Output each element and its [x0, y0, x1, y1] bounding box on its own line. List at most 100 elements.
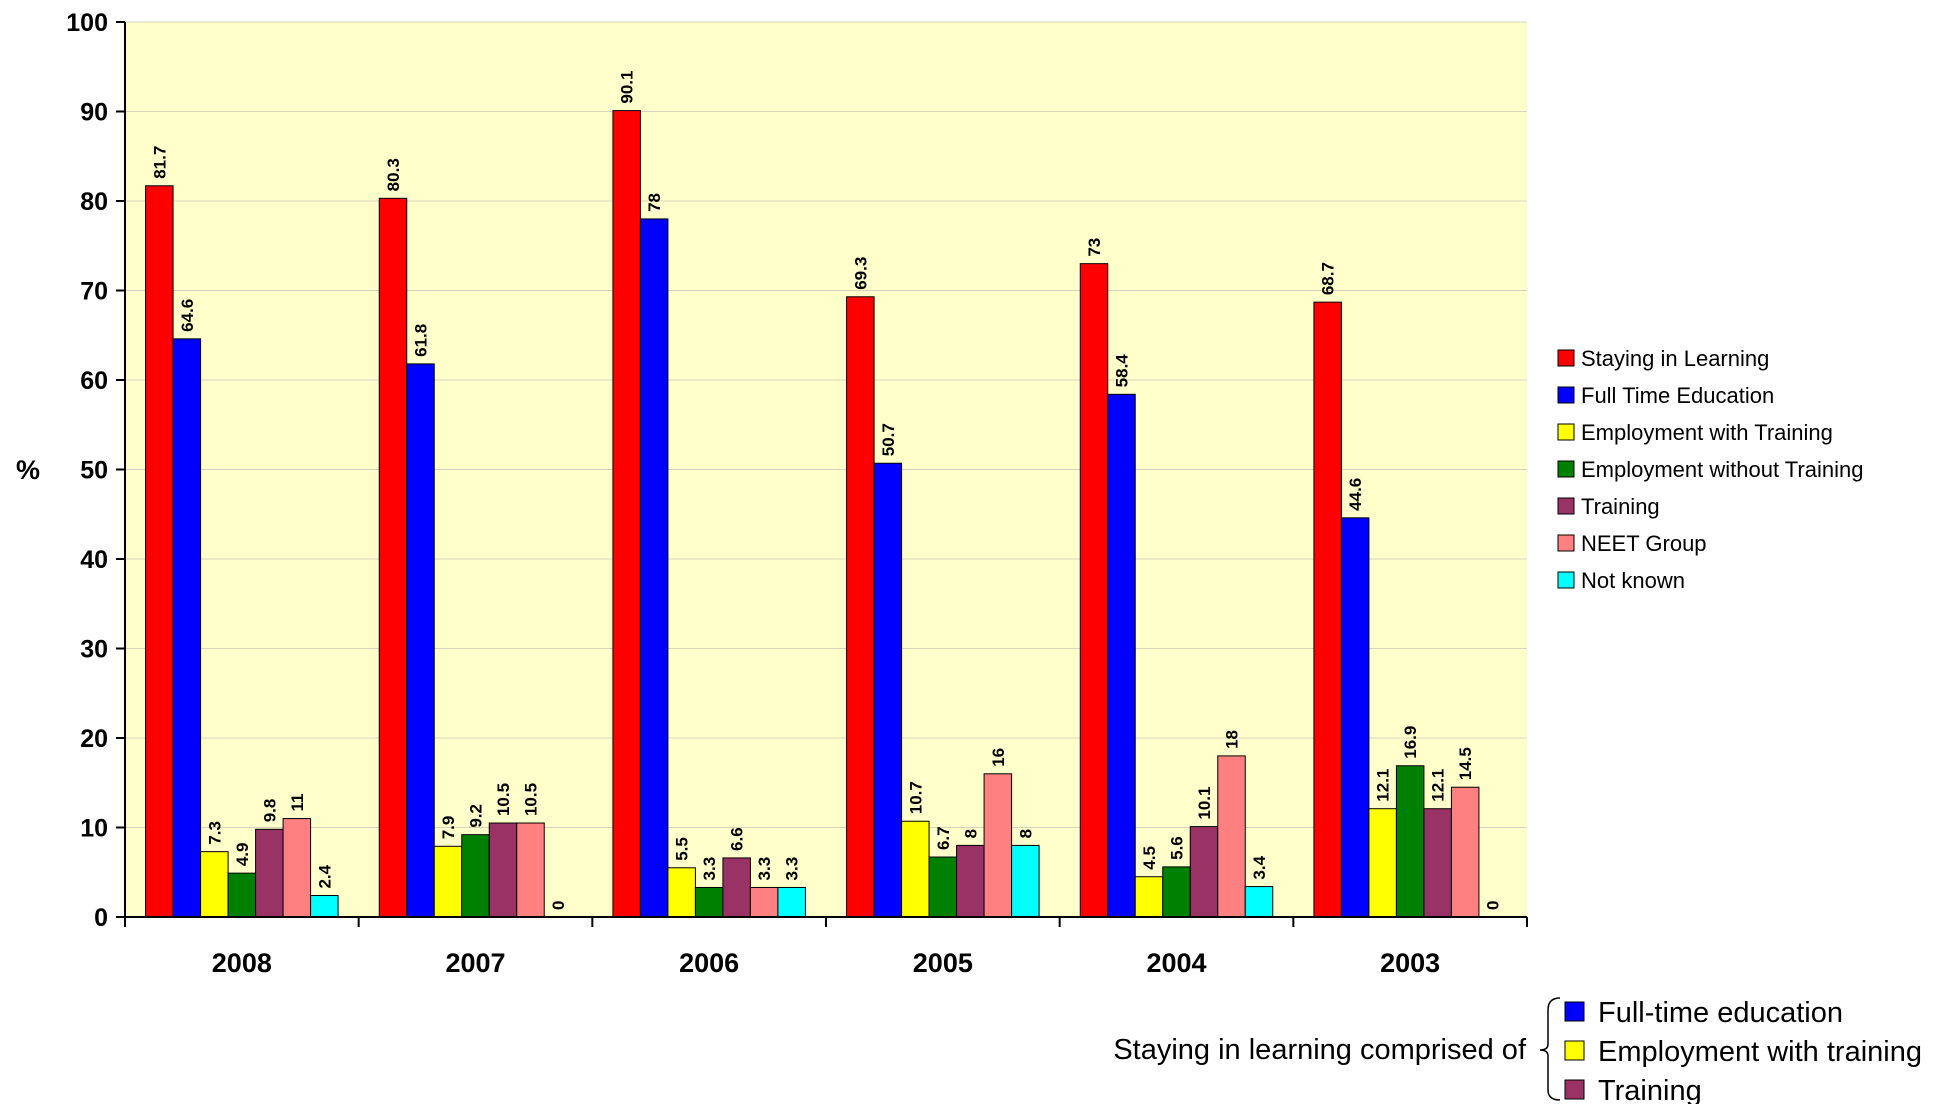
- bar-neet-group-2008: [282, 818, 312, 918]
- bar-not-known-2006: [777, 886, 806, 918]
- legend-item-employment-without-training: Employment without Training: [1557, 457, 1863, 482]
- legend-item-neet-group: NEET Group: [1557, 531, 1707, 556]
- x-tick-label: 2007: [445, 948, 505, 978]
- bar-employment-with-training-2005: [901, 820, 930, 918]
- legend-swatch: [1557, 497, 1575, 515]
- data-label: 10.5: [494, 783, 513, 816]
- annotation-label: Full-time education: [1598, 997, 1843, 1029]
- bar-full-time-education-2004: [1107, 393, 1136, 918]
- bar-staying-in-learning-2006: [612, 110, 641, 918]
- data-label: 12.1: [1374, 769, 1393, 802]
- annotation-swatch: [1564, 1001, 1585, 1022]
- data-label: 16: [989, 748, 1008, 767]
- y-tick-label: 10: [80, 815, 108, 843]
- bar-employment-with-training-2008: [200, 851, 229, 918]
- legend-label: Not known: [1581, 568, 1685, 593]
- bar-full-time-education-2007: [406, 363, 435, 918]
- y-axis-ticks: 0 10 20 30 40 50 60 70 80 90 100: [66, 9, 125, 932]
- y-tick-label: 70: [80, 278, 108, 306]
- data-label: 50.7: [879, 423, 898, 456]
- bar-employment-with-training-2007: [433, 845, 463, 918]
- data-label: 18: [1223, 730, 1242, 749]
- data-label: 8: [1016, 829, 1035, 838]
- legend-label: Employment without Training: [1581, 457, 1863, 482]
- data-label: 5.6: [1168, 836, 1187, 860]
- legend-item-not-known: Not known: [1557, 568, 1685, 593]
- legend-item-full-time-education: Full Time Education: [1557, 383, 1774, 408]
- annotation-item-employment-with-training: Employment with training: [1564, 1036, 1922, 1068]
- annotation-item-full-time-education: Full-time education: [1564, 997, 1843, 1029]
- bar-full-time-education-2005: [873, 462, 903, 918]
- bar-employment-without-training-2007: [461, 834, 490, 918]
- bar-staying-in-learning-2005: [846, 296, 875, 918]
- legend-label: Full Time Education: [1581, 383, 1774, 408]
- legend: Staying in Learning Full Time Education Em…: [1557, 346, 1863, 593]
- data-label: 10.1: [1195, 787, 1214, 820]
- data-label: 6.6: [728, 827, 747, 851]
- y-tick-label: 30: [80, 636, 108, 664]
- bar-neet-group-2003: [1450, 786, 1480, 918]
- x-tick-label: 2003: [1380, 948, 1440, 978]
- data-label: 4.9: [233, 843, 252, 867]
- annotation-brace: [1539, 997, 1561, 1101]
- data-label: 68.7: [1319, 262, 1338, 295]
- x-tick-label: 2004: [1146, 948, 1206, 978]
- bar-staying-in-learning-2003: [1313, 301, 1342, 918]
- bar-full-time-education-2008: [172, 338, 202, 918]
- data-label: 0: [1484, 901, 1503, 910]
- data-label: 7.9: [439, 816, 458, 840]
- data-label: 9.2: [467, 804, 486, 828]
- bar-staying-in-learning-2008: [145, 185, 174, 918]
- annotation: Staying in learning comprised of Full-ti…: [1113, 997, 1922, 1104]
- bar-not-known-2004: [1244, 886, 1274, 918]
- data-label: 3.3: [783, 857, 802, 881]
- x-tick-label: 2008: [212, 948, 272, 978]
- legend-item-training: Training: [1557, 494, 1660, 519]
- bar-training-2007: [488, 822, 518, 918]
- bar-employment-without-training-2008: [227, 872, 257, 918]
- annotation-swatch: [1564, 1079, 1585, 1100]
- data-label: 81.7: [150, 146, 169, 179]
- bar-training-2004: [1189, 826, 1219, 918]
- data-label: 9.8: [260, 799, 279, 823]
- data-label: 64.6: [178, 299, 197, 332]
- data-label: 16.9: [1401, 726, 1420, 759]
- data-label: 4.5: [1140, 846, 1159, 870]
- y-tick-label: 90: [80, 99, 108, 127]
- legend-item-employment-with-training: Employment with Training: [1557, 420, 1833, 445]
- data-label: 5.5: [673, 837, 692, 861]
- data-label: 10.7: [906, 781, 925, 814]
- x-axis-ticks: 2008 2007 2006 2005 2004 2003: [124, 917, 1528, 978]
- data-label: 61.8: [412, 324, 431, 357]
- legend-swatch: [1557, 423, 1575, 441]
- y-tick-label: 80: [80, 188, 108, 216]
- y-tick-label: 0: [94, 904, 108, 932]
- x-tick-label: 2006: [679, 948, 739, 978]
- gridlines: [125, 21, 1527, 828]
- bar-employment-without-training-2006: [694, 886, 724, 918]
- data-label: 69.3: [851, 257, 870, 290]
- data-label: 73: [1085, 238, 1104, 257]
- legend-swatch: [1557, 460, 1575, 478]
- data-label: 90.1: [618, 71, 637, 104]
- bar-employment-without-training-2005: [928, 856, 958, 918]
- data-label: 44.6: [1346, 478, 1365, 511]
- bar-employment-without-training-2004: [1162, 866, 1191, 918]
- annotation-label: Training: [1598, 1075, 1702, 1104]
- legend-swatch: [1557, 349, 1575, 367]
- bar-staying-in-learning-2004: [1079, 263, 1109, 918]
- data-label: 14.5: [1456, 747, 1475, 780]
- x-tick-label: 2005: [913, 948, 973, 978]
- legend-label: Training: [1581, 494, 1660, 519]
- bar-staying-in-learning-2007: [378, 197, 408, 918]
- data-label: 6.7: [934, 826, 953, 850]
- data-label: 10.5: [522, 783, 541, 816]
- legend-label: NEET Group: [1581, 531, 1707, 556]
- data-label: 3.3: [755, 857, 774, 881]
- data-label: 11: [288, 794, 307, 812]
- annotation-prefix: Staying in learning comprised of: [1113, 1034, 1527, 1066]
- data-label: 78: [645, 193, 664, 212]
- legend-label: Staying in Learning: [1581, 346, 1769, 371]
- bar-training-2008: [255, 828, 284, 918]
- legend-label: Employment with Training: [1581, 420, 1833, 445]
